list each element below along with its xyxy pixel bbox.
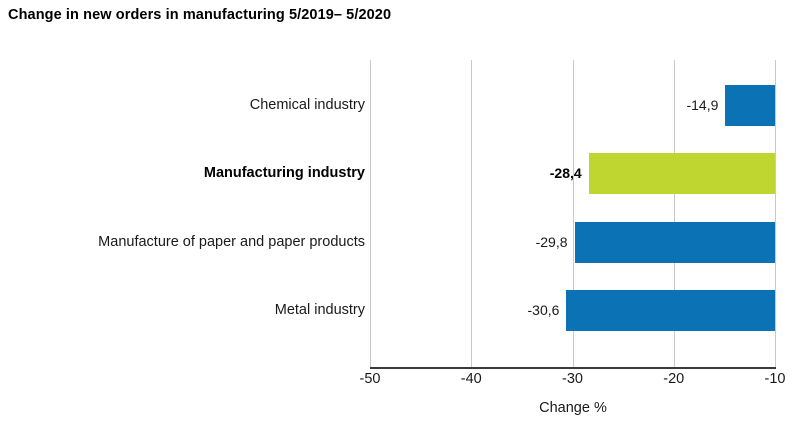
gridline--20 [674,60,675,367]
x-tick-label: -30 [562,371,583,387]
category-label: Manufacturing industry [203,164,365,181]
gridline--30 [573,60,574,367]
x-axis-line [370,367,776,369]
bar[interactable] [589,153,775,194]
category-label: Metal industry [274,301,365,318]
x-tick-label: -40 [460,371,482,387]
x-tick-label: -10 [764,371,786,387]
x-axis-title: Change % [539,400,607,416]
plot-area [370,60,776,367]
bar[interactable] [575,222,775,263]
bar-value-label: -14,9 [686,96,719,113]
bar[interactable] [566,290,775,331]
gridline--10 [775,60,776,367]
x-tick-label: -50 [359,371,381,387]
bar-value-label: -29,8 [535,233,568,250]
category-label: Manufacture of paper and paper products [98,233,365,250]
gridline--40 [471,60,472,367]
bar-value-label: -28,4 [549,164,582,181]
bar[interactable] [725,85,775,126]
x-tick-label: -20 [663,371,685,387]
bar-value-label: -30,6 [527,301,560,318]
gridline--50 [370,60,371,367]
chart-title: Change in new orders in manufacturing 5/… [8,7,392,23]
category-label: Chemical industry [249,96,365,113]
